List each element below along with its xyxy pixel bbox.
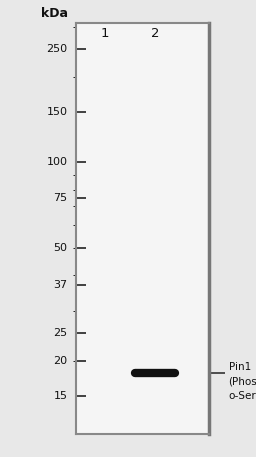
Text: 37: 37: [54, 280, 68, 290]
Text: 20: 20: [54, 356, 68, 366]
Text: 25: 25: [54, 328, 68, 338]
Text: 150: 150: [47, 107, 68, 117]
Text: (Phosph: (Phosph: [229, 377, 256, 387]
Text: 15: 15: [54, 391, 68, 401]
Text: 100: 100: [47, 157, 68, 167]
Text: o-Ser16): o-Ser16): [229, 391, 256, 401]
Text: 1: 1: [101, 27, 109, 40]
Text: Pin1: Pin1: [229, 362, 251, 372]
Text: kDa: kDa: [40, 7, 68, 20]
Text: 50: 50: [54, 243, 68, 253]
Text: 2: 2: [151, 27, 160, 40]
Text: 250: 250: [46, 44, 68, 54]
Text: 75: 75: [54, 193, 68, 202]
